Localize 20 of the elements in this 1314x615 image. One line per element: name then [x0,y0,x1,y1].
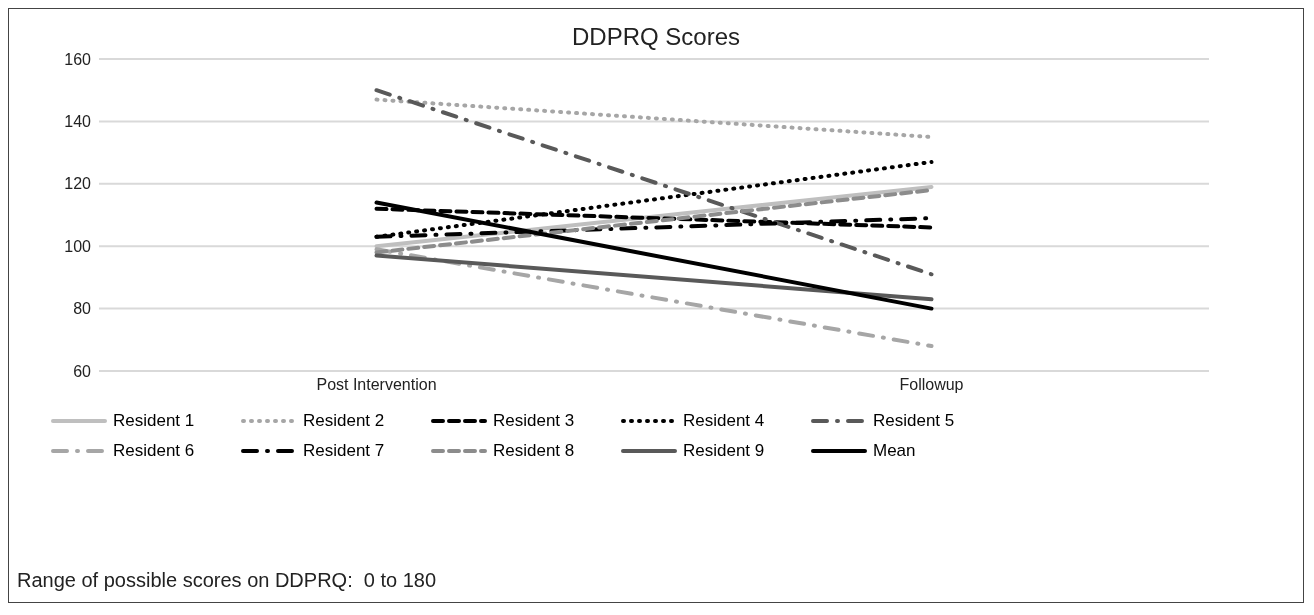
text: Range of possible scores on DDPRQ: 0 to 180 [17,569,437,592]
y-tick-label: 120 [64,175,92,193]
y-tick-label: 160 [64,50,92,68]
legend-label: Resident 2 [303,411,385,431]
x-tick-label: Followup [899,376,964,394]
legend-label: Mean [873,441,916,461]
y-tick-label: 140 [64,113,92,131]
legend-label: Resident 6 [113,441,195,461]
legend-label: Resident 8 [493,441,575,461]
legend-label: Resident 5 [873,411,955,431]
y-tick-label: 100 [64,237,92,255]
chart-title: DDPRQ Scores [570,23,741,51]
y-tick-label: 60 [73,362,92,380]
x-tick-label: Post Intervention [316,376,437,394]
legend-label: Resident 9 [683,441,765,461]
legend-label: Resident 1 [113,411,195,431]
legend-label: Resident 4 [683,411,765,431]
legend-label: Resident 3 [493,411,575,431]
legend-label: Resident 7 [303,441,385,461]
y-tick-label: 80 [73,300,92,318]
